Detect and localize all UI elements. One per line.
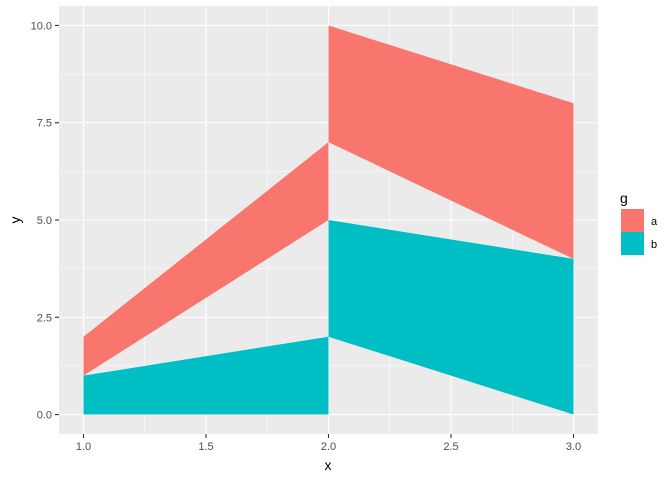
- x-tick-label: 2.5: [443, 441, 458, 453]
- y-axis: 0.0 2.5 5.0 7.5 10.0: [31, 20, 59, 422]
- x-axis: 1.0 1.5 2.0 2.5 3.0: [76, 434, 581, 453]
- legend-title: g: [620, 190, 628, 206]
- x-tick-label: 2.0: [321, 441, 336, 453]
- y-tick-label: 7.5: [37, 118, 52, 130]
- area-a-2: [328, 25, 574, 259]
- area-b-1: [83, 336, 329, 415]
- legend-label-b: b: [651, 239, 657, 251]
- legend-label-a: a: [651, 216, 658, 228]
- legend-swatch-b: [621, 232, 644, 255]
- legend: g ab: [620, 190, 658, 255]
- x-tick-label: 3.0: [566, 441, 581, 453]
- area-a-1: [83, 142, 329, 376]
- area-polygons: [83, 25, 574, 415]
- x-axis-title: x: [325, 457, 332, 473]
- y-tick-label: 0.0: [37, 410, 52, 422]
- legend-swatch-a: [621, 209, 644, 232]
- area-b-2: [328, 220, 574, 415]
- y-tick-label: 5.0: [37, 215, 52, 227]
- y-axis-title: y: [7, 217, 23, 224]
- x-tick-label: 1.5: [198, 441, 213, 453]
- y-tick-label: 10.0: [31, 20, 52, 32]
- y-tick-label: 2.5: [37, 312, 52, 324]
- x-tick-label: 1.0: [76, 441, 91, 453]
